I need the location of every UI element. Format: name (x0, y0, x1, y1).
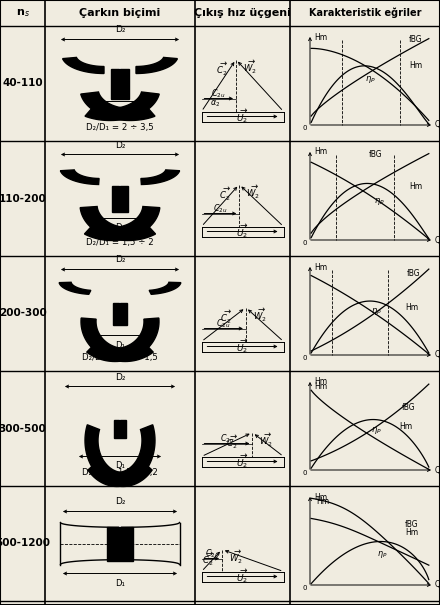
Text: $C_{2u}$: $C_{2u}$ (205, 548, 219, 560)
Text: Q: Q (435, 350, 440, 359)
Polygon shape (85, 92, 159, 120)
Text: 0: 0 (303, 585, 307, 591)
Polygon shape (60, 170, 99, 185)
Text: Hm: Hm (314, 378, 327, 387)
Polygon shape (84, 206, 160, 241)
Text: $\overrightarrow{C_2}$: $\overrightarrow{C_2}$ (220, 309, 232, 326)
Text: D₂: D₂ (115, 255, 125, 264)
Text: Q: Q (435, 465, 440, 474)
Text: 500-1200: 500-1200 (0, 538, 50, 549)
Text: $\eta_P$: $\eta_P$ (374, 196, 385, 208)
Text: D₁: D₁ (115, 106, 125, 116)
Text: 200-300: 200-300 (0, 309, 46, 318)
Text: fBG: fBG (402, 403, 416, 412)
Text: $\overrightarrow{U_2}$: $\overrightarrow{U_2}$ (236, 338, 249, 355)
Text: Hm: Hm (399, 422, 412, 431)
Text: $\overrightarrow{W_2}$: $\overrightarrow{W_2}$ (253, 307, 267, 324)
Text: D₁: D₁ (115, 223, 125, 232)
Polygon shape (85, 425, 152, 486)
Text: Q: Q (435, 120, 440, 129)
Text: Karakteristik eğriler: Karakteristik eğriler (309, 8, 421, 18)
Text: 0: 0 (303, 240, 307, 246)
Text: Hm: Hm (314, 382, 327, 391)
Text: Q: Q (435, 581, 440, 589)
Text: $\overrightarrow{U_2}$: $\overrightarrow{U_2}$ (236, 567, 249, 585)
Text: $\overrightarrow{W_2}$: $\overrightarrow{W_2}$ (260, 432, 273, 450)
Polygon shape (80, 206, 155, 241)
Bar (112, 186, 128, 212)
Text: D₂/D₁ = 1,1 ÷ 1,2: D₂/D₁ = 1,1 ÷ 1,2 (82, 468, 158, 477)
Text: $\overrightarrow{W_2}$: $\overrightarrow{W_2}$ (229, 549, 243, 566)
Polygon shape (88, 425, 155, 486)
Text: $\alpha_2$: $\alpha_2$ (210, 98, 220, 109)
Text: D₂: D₂ (115, 140, 125, 149)
Text: Hm: Hm (314, 148, 327, 157)
Text: fBG: fBG (409, 35, 422, 44)
Text: 40-110: 40-110 (2, 79, 43, 88)
Bar (114, 419, 126, 437)
Text: $\overrightarrow{W_2}$: $\overrightarrow{W_2}$ (246, 184, 260, 201)
Text: Hm: Hm (314, 33, 327, 42)
Text: D₁: D₁ (115, 341, 125, 350)
Polygon shape (149, 283, 181, 294)
Text: D₂: D₂ (115, 373, 125, 382)
Polygon shape (81, 318, 153, 362)
Text: n$_s$: n$_s$ (15, 7, 29, 19)
Text: 300-500: 300-500 (0, 424, 46, 434)
Text: $\overrightarrow{C_2}$: $\overrightarrow{C_2}$ (216, 60, 228, 78)
Text: $\overrightarrow{W_2}$: $\overrightarrow{W_2}$ (243, 59, 257, 76)
Text: Çarkın biçimi: Çarkın biçimi (79, 8, 161, 18)
Text: D₂/D₁ = 1,3 ÷ 1,5: D₂/D₁ = 1,3 ÷ 1,5 (82, 353, 158, 362)
Text: D₂: D₂ (115, 25, 125, 34)
Text: Hm: Hm (316, 497, 329, 506)
Text: $\overrightarrow{C_2}$: $\overrightarrow{C_2}$ (202, 551, 214, 568)
Text: Hm: Hm (314, 492, 327, 502)
Text: fBG: fBG (369, 150, 383, 159)
Text: $\eta_P$: $\eta_P$ (370, 306, 381, 317)
Text: $\overrightarrow{C_2}$: $\overrightarrow{C_2}$ (219, 186, 231, 203)
Text: $\overrightarrow{U_2}$: $\overrightarrow{U_2}$ (236, 223, 249, 240)
Text: 110-200: 110-200 (0, 194, 46, 203)
Text: $\eta_P$: $\eta_P$ (370, 425, 381, 436)
Text: $\eta_P$: $\eta_P$ (377, 549, 387, 560)
Text: 0: 0 (303, 470, 307, 476)
Text: Hm: Hm (405, 302, 418, 312)
Text: 0: 0 (303, 355, 307, 361)
Text: $\overrightarrow{C_2}$: $\overrightarrow{C_2}$ (227, 434, 238, 451)
Text: D₂/D₁ = 2 ÷ 3,5: D₂/D₁ = 2 ÷ 3,5 (86, 123, 154, 132)
Text: Hm: Hm (405, 528, 418, 537)
Bar (113, 302, 127, 324)
Text: fBG: fBG (404, 520, 418, 529)
Text: Hm: Hm (314, 263, 327, 272)
Polygon shape (59, 283, 91, 294)
Text: $C_{2u}$: $C_{2u}$ (216, 317, 231, 330)
Text: $\overrightarrow{U_2}$: $\overrightarrow{U_2}$ (236, 453, 249, 470)
Polygon shape (62, 57, 104, 73)
Polygon shape (136, 57, 177, 73)
Text: $C_{2u}$: $C_{2u}$ (220, 432, 234, 445)
Text: D₁: D₁ (115, 578, 125, 587)
Text: 0: 0 (303, 125, 307, 131)
Text: D₂: D₂ (115, 497, 125, 506)
Text: $\eta_P$: $\eta_P$ (365, 74, 375, 85)
Text: fBG: fBG (407, 269, 420, 278)
Text: Q: Q (435, 235, 440, 244)
Text: Çıkış hız üçgeni: Çıkış hız üçgeni (194, 8, 291, 18)
Bar (107, 526, 133, 560)
Text: Hm: Hm (409, 61, 422, 70)
Text: D₂/D₁ = 1,5 ÷ 2: D₂/D₁ = 1,5 ÷ 2 (86, 238, 154, 247)
Text: D₁: D₁ (115, 462, 125, 471)
Text: $\overrightarrow{U_2}$: $\overrightarrow{U_2}$ (236, 108, 249, 125)
Polygon shape (81, 92, 155, 120)
Bar (111, 68, 129, 99)
Text: Hm: Hm (409, 182, 422, 191)
Polygon shape (87, 318, 159, 362)
Text: $C_{2u}$: $C_{2u}$ (213, 202, 227, 215)
Polygon shape (141, 170, 180, 185)
Text: $C_{2u}$: $C_{2u}$ (212, 87, 226, 100)
